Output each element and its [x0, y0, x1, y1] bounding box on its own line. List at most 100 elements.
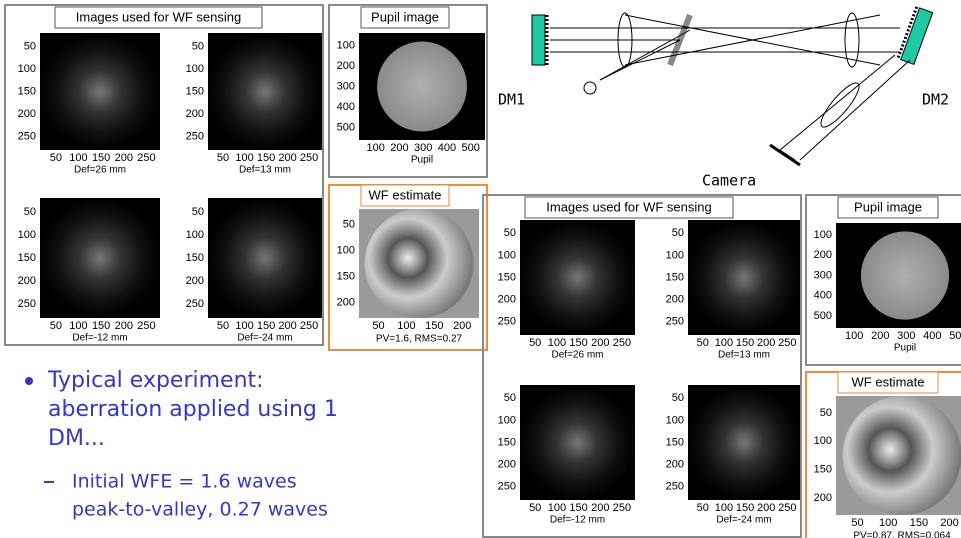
y-tick-label: 100	[18, 229, 36, 241]
y-tick-label: 250	[666, 316, 684, 328]
y-tick-label: 50	[672, 392, 684, 404]
y-tick-label: 150	[18, 252, 36, 264]
x-tick-label: 250	[613, 337, 631, 349]
y-tick-label: 150	[666, 436, 684, 448]
x-tick-label: 100	[366, 142, 384, 154]
y-tick-label: 300	[337, 80, 355, 92]
y-tick-label: 50	[820, 407, 832, 419]
y-tick-label: 150	[814, 464, 832, 476]
x-tick-label: 150	[425, 320, 443, 332]
x-tick-label: 50	[697, 502, 709, 514]
x-tick-label: 250	[300, 152, 318, 164]
x-tick-label: 100	[397, 320, 415, 332]
x-tick-label: 50	[50, 152, 62, 164]
x-tick-label: 200	[453, 320, 471, 332]
y-tick-label: 500	[337, 122, 355, 134]
dm2-label: DM2	[922, 91, 949, 109]
y-tick-label: 50	[672, 227, 684, 239]
dm1-label: DM1	[498, 91, 525, 109]
y-tick-label: 200	[337, 296, 355, 308]
image-caption: Def=-24 mm	[237, 333, 292, 344]
y-tick-label: 100	[337, 244, 355, 256]
y-tick-label: 100	[18, 63, 36, 75]
wavefront-map	[365, 209, 474, 318]
slide: DM1 DM2 Camera Typical experiment:aberra…	[0, 0, 961, 538]
y-tick-label: 100	[337, 39, 355, 51]
y-tick-label: 200	[498, 459, 516, 471]
image-caption: Def=26 mm	[552, 350, 604, 361]
x-tick-label: 100	[845, 330, 863, 342]
pupil-disc	[377, 42, 467, 132]
x-tick-label: 100	[235, 152, 253, 164]
x-tick-label: 50	[217, 320, 229, 332]
y-tick-label: 250	[18, 130, 36, 142]
x-tick-label: 100	[715, 337, 733, 349]
image-caption: Def=13 mm	[239, 165, 291, 176]
y-tick-label: 250	[498, 481, 516, 493]
image	[520, 220, 635, 335]
y-tick-label: 50	[192, 40, 204, 52]
image-caption: Pupil	[411, 155, 433, 166]
x-tick-label: 250	[613, 502, 631, 514]
image-caption: PV=1.6, RMS=0.27	[376, 334, 463, 345]
y-tick-label: 100	[666, 414, 684, 426]
y-tick-label: 50	[24, 206, 36, 218]
x-tick-label: 150	[569, 337, 587, 349]
panel-title: Images used for WF sensing	[546, 199, 711, 214]
x-tick-label: 100	[879, 517, 897, 529]
optical-diagram: DM1 DM2 Camera	[498, 7, 949, 190]
y-tick-label: 100	[814, 229, 832, 241]
y-tick-label: 100	[666, 249, 684, 261]
x-tick-label: 100	[715, 502, 733, 514]
x-tick-label: 200	[278, 152, 296, 164]
y-tick-label: 200	[666, 459, 684, 471]
bullet-text: Typical experiment:	[47, 368, 264, 393]
y-tick-label: 250	[498, 316, 516, 328]
x-tick-label: 150	[257, 320, 275, 332]
y-tick-label: 500	[814, 310, 832, 322]
x-tick-label: 50	[529, 337, 541, 349]
x-tick-label: 250	[778, 337, 796, 349]
y-tick-label: 200	[498, 294, 516, 306]
y-tick-label: 250	[186, 298, 204, 310]
y-tick-label: 150	[498, 436, 516, 448]
x-tick-label: 200	[871, 330, 889, 342]
y-tick-label: 100	[814, 435, 832, 447]
y-tick-label: 50	[24, 40, 36, 52]
y-tick-label: 150	[18, 85, 36, 97]
image-caption: Pupil	[894, 343, 916, 354]
y-tick-label: 150	[498, 271, 516, 283]
y-tick-label: 150	[186, 85, 204, 97]
y-tick-label: 150	[666, 271, 684, 283]
image	[688, 220, 800, 335]
y-tick-label: 200	[666, 294, 684, 306]
y-tick-label: 50	[343, 218, 355, 230]
sub-bullet-text: Initial WFE = 1.6 waves	[72, 471, 297, 493]
image-caption: Def=-24 mm	[716, 515, 771, 526]
x-tick-label: 200	[591, 337, 609, 349]
image-caption: Def=-12 mm	[72, 333, 127, 344]
x-tick-label: 500	[949, 330, 961, 342]
y-tick-label: 200	[186, 108, 204, 120]
x-tick-label: 200	[115, 320, 133, 332]
y-tick-label: 200	[18, 108, 36, 120]
x-tick-label: 150	[736, 337, 754, 349]
panel-title: WF estimate	[369, 187, 442, 202]
x-tick-label: 150	[569, 502, 587, 514]
x-tick-label: 400	[438, 142, 456, 154]
y-tick-label: 150	[186, 252, 204, 264]
image	[40, 198, 160, 318]
dm1-mirror	[532, 15, 545, 65]
x-tick-label: 200	[940, 517, 958, 529]
camera-label: Camera	[702, 172, 756, 190]
panel-title: WF estimate	[852, 374, 925, 389]
image	[688, 385, 800, 500]
y-tick-label: 250	[18, 298, 36, 310]
x-tick-label: 200	[591, 502, 609, 514]
y-tick-label: 250	[666, 481, 684, 493]
x-tick-label: 200	[115, 152, 133, 164]
x-tick-label: 100	[548, 337, 566, 349]
y-tick-label: 300	[814, 269, 832, 281]
x-tick-label: 150	[257, 152, 275, 164]
x-tick-label: 500	[462, 142, 480, 154]
